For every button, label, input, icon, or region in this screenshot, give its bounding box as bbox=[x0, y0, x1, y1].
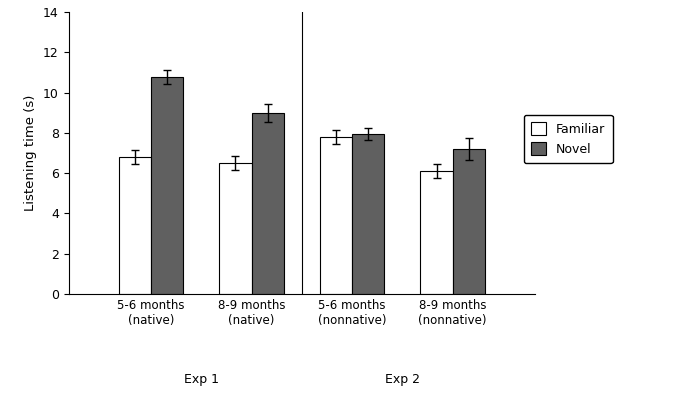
Bar bbox=[119, 157, 151, 294]
Bar bbox=[320, 137, 352, 294]
Bar bbox=[220, 163, 252, 294]
Bar bbox=[151, 77, 183, 294]
Text: Exp 1: Exp 1 bbox=[184, 373, 219, 386]
Bar bbox=[252, 113, 284, 294]
Legend: Familiar, Novel: Familiar, Novel bbox=[523, 115, 613, 163]
Bar bbox=[453, 149, 485, 294]
Bar bbox=[352, 134, 384, 294]
Text: Exp 2: Exp 2 bbox=[385, 373, 420, 386]
Bar bbox=[421, 171, 453, 294]
Y-axis label: Listening time (s): Listening time (s) bbox=[25, 95, 38, 211]
